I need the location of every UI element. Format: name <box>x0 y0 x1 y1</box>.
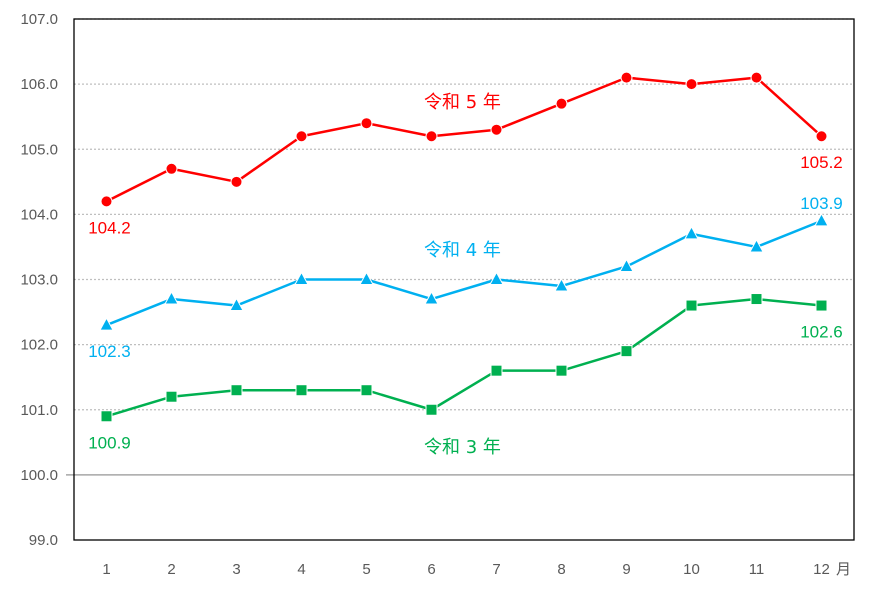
data-point-circle <box>230 175 243 188</box>
series-name-label: 令和 4 年 <box>424 240 501 261</box>
data-point-circle <box>360 117 373 130</box>
data-point-triangle <box>229 297 244 312</box>
data-point-triangle <box>294 271 309 285</box>
series-lines <box>99 71 829 423</box>
series-line <box>106 297 822 418</box>
x-tick-label: 12 <box>813 561 830 578</box>
y-tick-label: 102.0 <box>20 337 58 354</box>
y-tick-label: 101.0 <box>20 402 58 419</box>
x-tick-label: 10 <box>683 561 700 578</box>
first-value-label: 102.3 <box>88 342 131 361</box>
plot-area-frame <box>73 18 855 541</box>
data-point-square <box>230 384 243 397</box>
data-point-square <box>815 299 828 312</box>
y-tick-label: 103.0 <box>20 272 58 289</box>
data-point-triangle <box>814 212 829 227</box>
data-point-triangle <box>99 317 114 331</box>
data-point-triangle <box>554 277 569 292</box>
series-1 <box>100 71 828 208</box>
x-tick-label: 5 <box>362 561 370 578</box>
data-labels: 令和 5 年 104.2 105.2 令和 4 年 102.3 103.9 令和 3 年 10… <box>88 92 843 458</box>
y-tick-label: 106.0 <box>20 76 58 93</box>
data-point-circle <box>165 162 178 175</box>
data-point-square <box>750 293 763 306</box>
x-tick-label: 4 <box>297 561 305 578</box>
data-point-square <box>100 410 113 423</box>
x-tick-label: 1 <box>102 561 110 578</box>
last-value-label: 102.6 <box>800 323 843 342</box>
x-tick-label: 6 <box>427 561 435 578</box>
first-value-label: 100.9 <box>88 433 131 452</box>
x-tick-label: 3 <box>232 561 240 578</box>
data-point-square <box>620 345 633 358</box>
x-tick-label: 9 <box>622 561 630 578</box>
data-point-circle <box>490 123 503 136</box>
series-3 <box>100 293 828 423</box>
gridlines <box>66 18 854 476</box>
data-point-triangle <box>359 271 374 285</box>
x-tick-label: 11 <box>749 561 765 578</box>
x-tick-label: 8 <box>557 561 565 578</box>
data-point-square <box>490 364 503 377</box>
data-point-square <box>425 403 438 416</box>
first-value-label: 104.2 <box>88 218 131 237</box>
data-point-circle <box>815 130 828 143</box>
y-tick-label: 99.0 <box>29 532 58 549</box>
x-tick-label: 2 <box>167 561 175 578</box>
data-point-circle <box>555 97 568 110</box>
y-tick-label: 105.0 <box>20 141 58 158</box>
series-name-label: 令和 5 年 <box>424 92 501 113</box>
y-tick-label: 107.0 <box>20 11 58 28</box>
data-point-triangle <box>164 290 179 305</box>
data-point-circle <box>425 130 438 143</box>
data-point-triangle <box>489 271 504 285</box>
x-tick-label: 7 <box>492 561 500 578</box>
series-line <box>105 76 823 203</box>
data-point-circle <box>620 71 633 84</box>
data-point-triangle <box>749 238 764 253</box>
data-point-circle <box>750 71 763 84</box>
data-point-square <box>360 384 373 397</box>
data-point-square <box>165 390 178 403</box>
data-point-circle <box>100 195 113 208</box>
x-axis-ticks: 1 2 3 4 5 6 7 8 9 10 11 12 月 <box>102 560 851 578</box>
series-line <box>106 219 822 327</box>
data-point-triangle <box>684 225 699 240</box>
data-point-triangle <box>619 258 634 272</box>
x-axis-unit: 月 <box>836 560 851 578</box>
y-tick-label: 104.0 <box>20 206 58 223</box>
series-2 <box>99 212 829 331</box>
data-point-square <box>295 384 308 397</box>
data-point-circle <box>685 78 698 91</box>
data-point-square <box>555 364 568 377</box>
data-point-circle <box>295 130 308 143</box>
series-name-label: 令和 3 年 <box>424 437 501 458</box>
last-value-label: 103.9 <box>800 194 843 213</box>
y-axis-ticks: 99.0 100.0 101.0 102.0 103.0 104.0 105.0 106.0 1… <box>20 11 58 549</box>
last-value-label: 105.2 <box>800 153 843 172</box>
y-tick-label: 100.0 <box>20 467 58 484</box>
data-point-square <box>685 299 698 312</box>
data-point-triangle <box>424 290 439 305</box>
